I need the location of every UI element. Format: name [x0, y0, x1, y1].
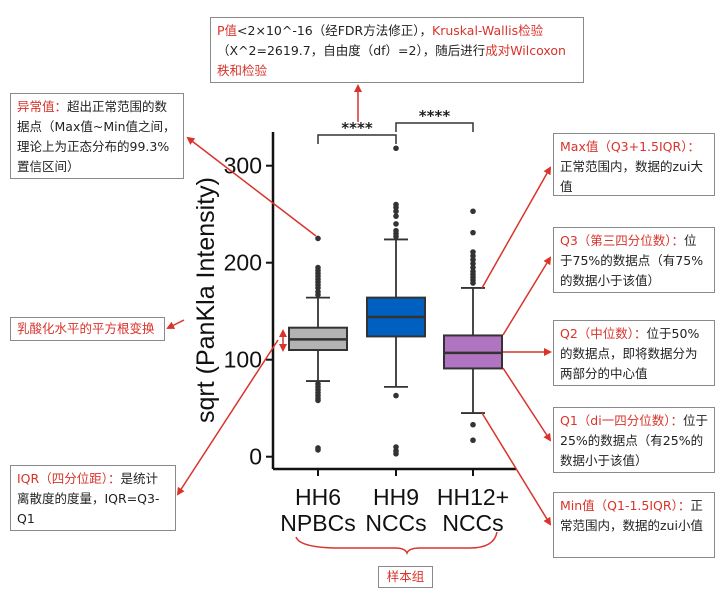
test-annotation: P值<2×10^-16（经FDR方法修正），Kruskal-Wallis检验 （X… [210, 17, 584, 83]
y-tick-label: 0 [249, 444, 262, 470]
outlier-point [315, 235, 321, 242]
q1-text: 位于25%的数据点（有25%的数据小于该值） [560, 413, 708, 468]
sqrt-annotation: 乳酸化水平的平方根变换 [10, 317, 165, 341]
x-tick-label: HH9 [373, 484, 419, 510]
outlier-point [470, 208, 476, 215]
outlier-point [470, 253, 476, 259]
q1-title: Q1（di一四分位数）： [560, 413, 683, 428]
outlier-point [470, 260, 476, 267]
x-tick-label: NCCs [442, 510, 503, 536]
q1-annotation: Q1（di一四分位数）：位于25%的数据点（有25%的数据小于该值） [553, 407, 715, 473]
max-title: Max值（Q3+1.5IQR）： [560, 139, 700, 154]
leader-max [481, 166, 551, 289]
y-tick-label: 100 [224, 347, 262, 373]
x-tick-label: NCCs [365, 510, 426, 536]
test-segment: Kruskal-Wallis检验 [432, 23, 544, 38]
group-annotation: 样本组 [378, 566, 433, 588]
x-tick-label: HH12+ [437, 484, 509, 510]
x-tick-label: NPBCs [280, 510, 355, 536]
y-tick-label: 300 [224, 153, 262, 179]
test-segment: <2×10^-16（经FDR方法修正）， [237, 23, 432, 38]
box-2: HH12+NCCs [437, 208, 509, 536]
q2-annotation: Q2（中位数）：位于50%的数据点，即将数据分为两部分的中心值 [553, 320, 715, 386]
outlier-text: 超出正常范围的数据点（Max值~Min值之间，理论上为正态分布的99.3%置信区… [17, 99, 176, 174]
outlier-point [393, 221, 399, 227]
leader-sqrt [166, 319, 185, 329]
outlier-point [393, 208, 399, 215]
outlier-point [393, 444, 399, 450]
outlier-point [470, 421, 476, 428]
leader-min [481, 412, 552, 526]
test-segment: P值 [217, 23, 238, 38]
outlier-point [393, 233, 399, 240]
group-brace [295, 531, 498, 556]
outlier-point [393, 392, 399, 399]
outlier-annotation: 异常值：超出正常范围的数据点（Max值~Min值之间，理论上为正态分布的99.3… [10, 93, 184, 179]
outlier-point [470, 249, 476, 255]
leader-q1 [502, 367, 552, 442]
significance-bracket [395, 122, 474, 132]
outlier-point [470, 437, 476, 444]
iqr-text: 是统计离散度的度量，IQR=Q3-Q1 [17, 471, 160, 526]
x-tick-label: HH6 [295, 484, 341, 510]
leader-q3 [502, 256, 552, 336]
outlier-title: 异常值： [17, 99, 68, 114]
leader-iqr [176, 339, 279, 496]
test-segment: 成对Wilcoxon秩和检验 [217, 43, 566, 78]
iqr-title: IQR（四分位距）： [17, 471, 121, 486]
outlier-point [393, 204, 399, 211]
outlier-point [315, 397, 321, 404]
outlier-point [393, 145, 399, 152]
min-annotation: Min值（Q1-1.5IQR）：正常范围内，数据的zui小值 [553, 492, 715, 558]
leader-outlier [186, 136, 317, 237]
max-text: 正常范围内，数据的zui大值 [560, 159, 703, 194]
outlier-point [315, 285, 321, 291]
q2-title: Q2（中位数）： [560, 326, 647, 341]
q3-annotation: Q3（第三四分位数）：位于75%的数据点（有75%的数据小于该值） [553, 227, 715, 293]
min-text: 正常范围内，数据的zui小值 [560, 498, 703, 533]
iqr-annotation: IQR（四分位距）：是统计离散度的度量，IQR=Q3-Q1 [10, 465, 176, 531]
outlier-point [470, 264, 476, 271]
q2-text: 位于50%的数据点，即将数据分为两部分的中心值 [560, 326, 700, 381]
significance-label: **** [341, 119, 373, 137]
outlier-point [470, 229, 476, 236]
outlier-point [393, 213, 399, 219]
q3-title: Q3（第三四分位数）： [560, 233, 685, 248]
min-title: Min值（Q1-1.5IQR）： [560, 498, 691, 513]
outlier-point [315, 447, 321, 453]
significance-bracket [317, 134, 397, 144]
test-segment: （X^2=2619.7，自由度（df）=2），随后进行 [217, 43, 486, 58]
significance-label: **** [419, 107, 451, 125]
q3-text: 位于75%的数据点（有75%的数据小于该值） [560, 233, 704, 288]
y-axis-label: sqrt (PanKla Intensity) [192, 177, 220, 423]
outlier-point [393, 450, 399, 457]
outlier-point [315, 291, 321, 298]
outlier-point [470, 280, 476, 286]
outlier-point [470, 256, 476, 263]
max-annotation: Max值（Q3+1.5IQR）： 正常范围内，数据的zui大值 [553, 133, 715, 196]
y-tick-label: 200 [224, 250, 262, 276]
